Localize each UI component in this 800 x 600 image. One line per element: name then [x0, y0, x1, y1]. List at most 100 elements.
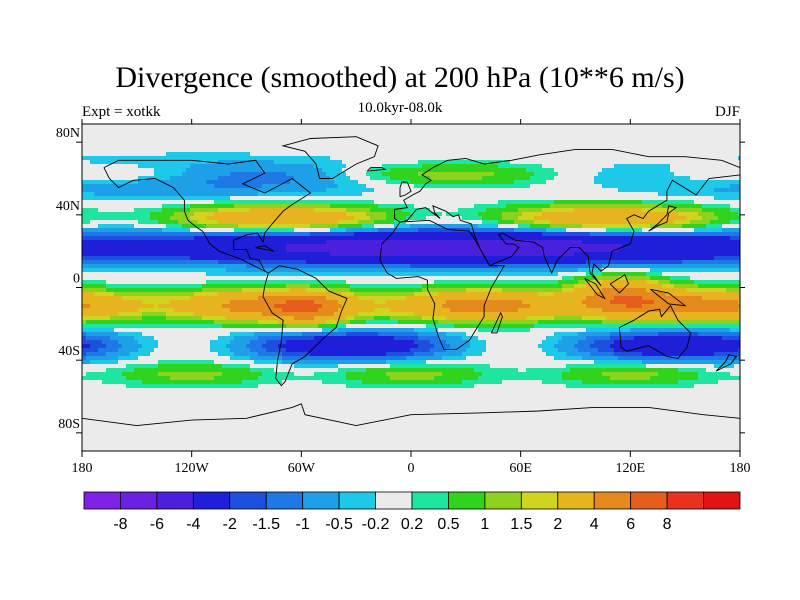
field-cell — [450, 188, 455, 193]
field-cell — [138, 172, 143, 177]
field-cell — [106, 148, 111, 153]
field-cell — [518, 172, 523, 177]
field-cell — [594, 140, 599, 145]
field-cell — [462, 160, 467, 165]
field-cell — [638, 176, 643, 181]
field-cell — [170, 124, 175, 129]
field-cell — [438, 240, 443, 245]
field-cell — [302, 212, 307, 217]
field-cell — [202, 144, 207, 149]
field-cell — [158, 144, 163, 149]
field-cell — [314, 172, 319, 177]
field-cell — [570, 212, 575, 217]
field-cell — [270, 236, 275, 241]
field-cell — [606, 228, 611, 233]
field-cell — [458, 204, 463, 209]
field-cell — [550, 236, 555, 241]
field-cell — [102, 204, 107, 209]
field-cell — [86, 232, 91, 237]
field-cell — [194, 140, 199, 145]
field-cell — [314, 128, 319, 133]
field-cell — [558, 212, 563, 217]
field-cell — [478, 164, 483, 169]
field-cell — [622, 188, 627, 193]
field-cell — [694, 232, 699, 237]
field-cell — [514, 184, 519, 189]
field-cell — [542, 204, 547, 209]
field-cell — [646, 160, 651, 165]
field-cell — [730, 200, 735, 205]
field-cell — [646, 212, 651, 217]
field-cell — [694, 152, 699, 157]
field-cell — [478, 156, 483, 161]
field-cell — [442, 212, 447, 217]
field-cell — [246, 176, 251, 181]
field-cell — [274, 180, 279, 185]
field-cell — [90, 228, 95, 233]
field-cell — [362, 160, 367, 165]
field-cell — [662, 152, 667, 157]
field-cell — [290, 228, 295, 233]
field-cell — [346, 132, 351, 137]
field-cell — [282, 212, 287, 217]
field-cell — [590, 236, 595, 241]
field-cell — [426, 188, 431, 193]
field-cell — [262, 184, 267, 189]
field-cell — [642, 220, 647, 225]
field-cell — [310, 168, 315, 173]
field-cell — [374, 184, 379, 189]
field-cell — [158, 216, 163, 221]
field-cell — [386, 196, 391, 201]
field-cell — [414, 176, 419, 181]
field-cell — [698, 184, 703, 189]
field-cell — [406, 176, 411, 181]
field-cell — [474, 140, 479, 145]
field-cell — [606, 124, 611, 129]
field-cell — [114, 160, 119, 165]
field-cell — [646, 124, 651, 129]
field-cell — [198, 152, 203, 157]
field-cell — [458, 240, 463, 245]
field-cell — [138, 236, 143, 241]
field-cell — [242, 208, 247, 213]
field-cell — [658, 156, 663, 161]
field-cell — [626, 204, 631, 209]
field-cell — [478, 152, 483, 157]
field-cell — [330, 144, 335, 149]
field-cell — [610, 144, 615, 149]
field-cell — [466, 224, 471, 229]
field-cell — [658, 196, 663, 201]
field-cell — [498, 132, 503, 137]
field-cell — [302, 216, 307, 221]
field-cell — [634, 124, 639, 129]
field-cell — [230, 196, 235, 201]
field-cell — [578, 228, 583, 233]
field-cell — [454, 140, 459, 145]
field-cell — [262, 132, 267, 137]
field-cell — [366, 136, 371, 141]
field-cell — [410, 156, 415, 161]
field-cell — [410, 172, 415, 177]
field-cell — [350, 212, 355, 217]
field-cell — [498, 184, 503, 189]
field-cell — [126, 188, 131, 193]
field-cell — [110, 136, 115, 141]
field-cell — [122, 208, 127, 213]
field-cell — [466, 136, 471, 141]
field-cell — [554, 140, 559, 145]
field-cell — [210, 236, 215, 241]
field-cell — [98, 168, 103, 173]
field-cell — [506, 220, 511, 225]
field-cell — [310, 192, 315, 197]
field-cell — [350, 160, 355, 165]
field-cell — [566, 164, 571, 169]
field-cell — [602, 212, 607, 217]
field-cell — [430, 156, 435, 161]
field-cell — [582, 168, 587, 173]
field-cell — [334, 128, 339, 133]
field-cell — [518, 180, 523, 185]
field-cell — [690, 188, 695, 193]
field-cell — [458, 140, 463, 145]
field-cell — [242, 148, 247, 153]
field-cell — [314, 228, 319, 233]
